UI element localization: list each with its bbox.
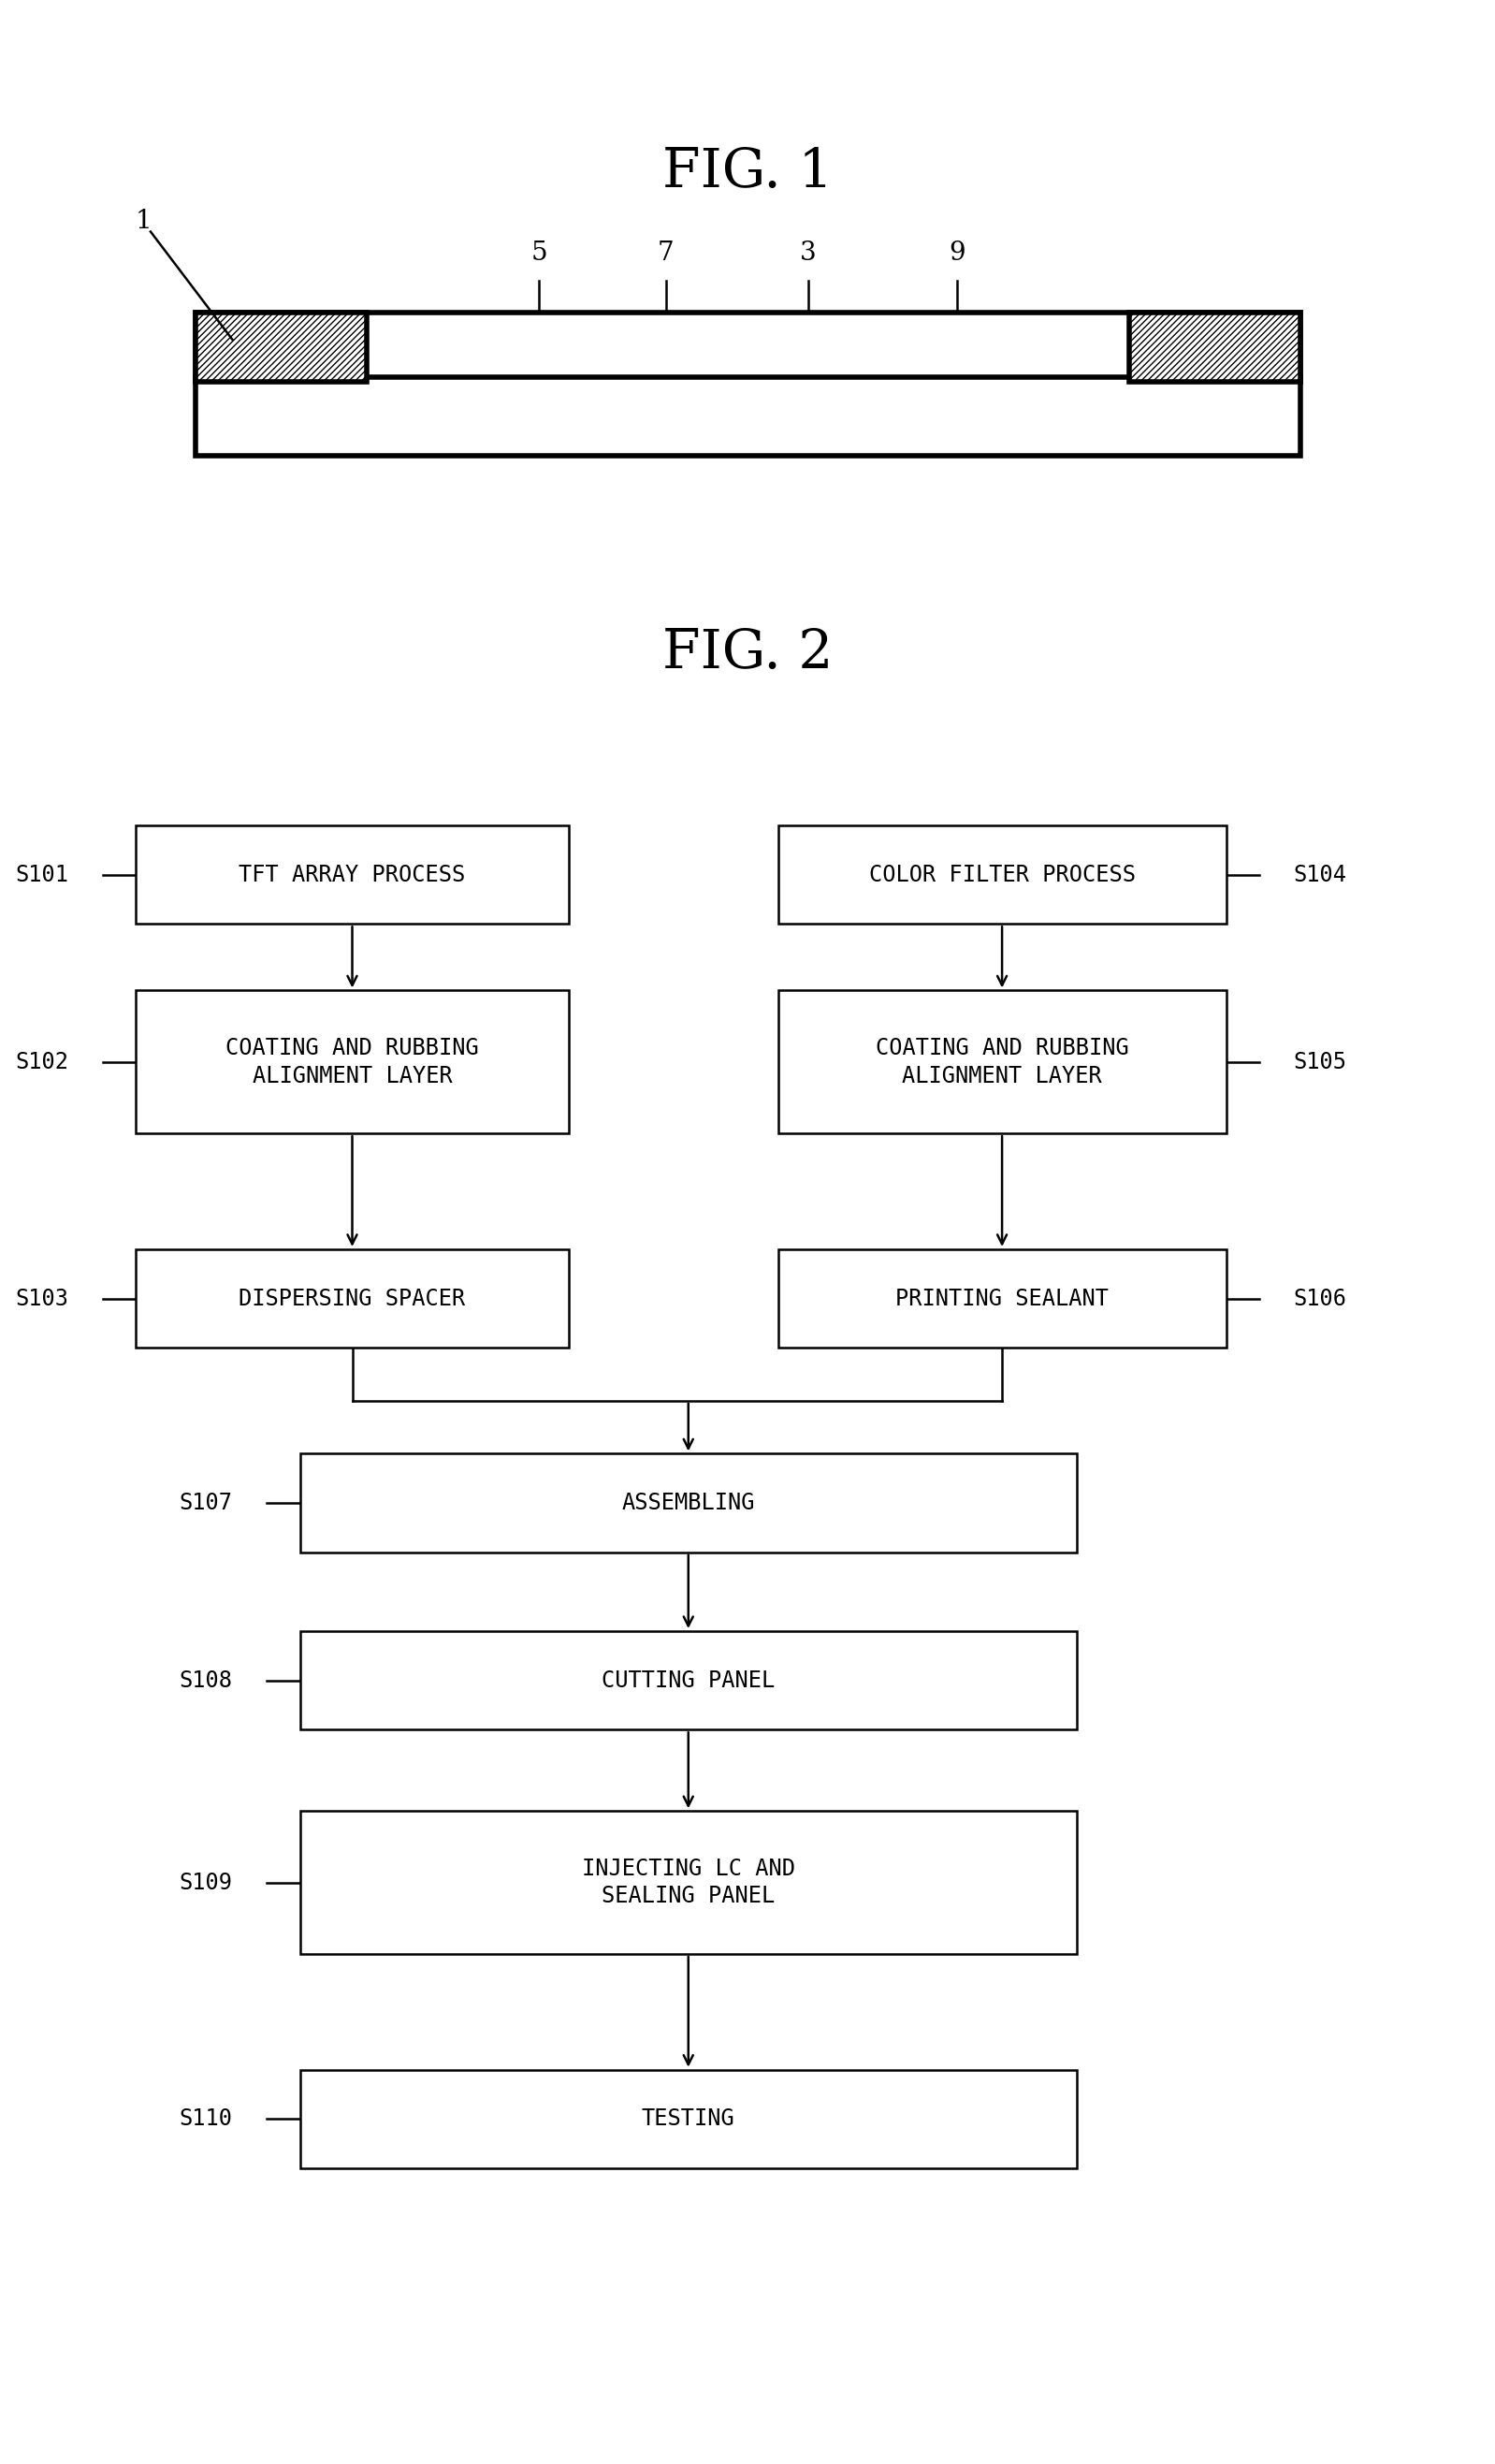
Text: S103: S103 (15, 1286, 69, 1311)
Text: TESTING: TESTING (641, 2107, 736, 2131)
Text: S106: S106 (1293, 1286, 1347, 1311)
Text: COLOR FILTER PROCESS: COLOR FILTER PROCESS (869, 862, 1135, 887)
Text: PRINTING SEALANT: PRINTING SEALANT (896, 1286, 1109, 1311)
Text: S110: S110 (179, 2107, 233, 2131)
Text: INJECTING LC AND
SEALING PANEL: INJECTING LC AND SEALING PANEL (582, 1858, 795, 1907)
Bar (136, 1249, 568, 1348)
Text: FIG. 2: FIG. 2 (662, 626, 833, 680)
Bar (777, 1249, 1226, 1348)
Text: FIG. 1: FIG. 1 (662, 145, 833, 200)
Bar (136, 991, 568, 1133)
Text: COATING AND RUBBING
ALIGNMENT LAYER: COATING AND RUBBING ALIGNMENT LAYER (876, 1037, 1129, 1087)
Text: S109: S109 (179, 1870, 233, 1895)
Bar (196, 313, 1301, 382)
Text: 3: 3 (800, 241, 816, 266)
Text: S104: S104 (1293, 862, 1347, 887)
Bar (300, 1811, 1076, 1954)
Text: 5: 5 (531, 241, 547, 266)
Bar (136, 825, 568, 924)
Bar (300, 1454, 1076, 1552)
Text: S107: S107 (179, 1491, 233, 1515)
Text: S101: S101 (15, 862, 69, 887)
Text: 1: 1 (135, 209, 151, 234)
Bar (196, 313, 368, 382)
Bar (777, 825, 1226, 924)
Text: COATING AND RUBBING
ALIGNMENT LAYER: COATING AND RUBBING ALIGNMENT LAYER (226, 1037, 478, 1087)
Bar (300, 1631, 1076, 1730)
Bar (1129, 313, 1301, 382)
Bar (196, 377, 1301, 456)
Text: 7: 7 (658, 241, 674, 266)
Text: ASSEMBLING: ASSEMBLING (622, 1491, 755, 1515)
Bar (300, 2070, 1076, 2168)
Text: CUTTING PANEL: CUTTING PANEL (601, 1668, 774, 1693)
Text: DISPERSING SPACER: DISPERSING SPACER (239, 1286, 465, 1311)
Text: S108: S108 (179, 1668, 233, 1693)
Text: S105: S105 (1293, 1050, 1347, 1074)
Text: 9: 9 (949, 241, 966, 266)
Bar (777, 991, 1226, 1133)
Text: S102: S102 (15, 1050, 69, 1074)
Text: TFT ARRAY PROCESS: TFT ARRAY PROCESS (239, 862, 465, 887)
